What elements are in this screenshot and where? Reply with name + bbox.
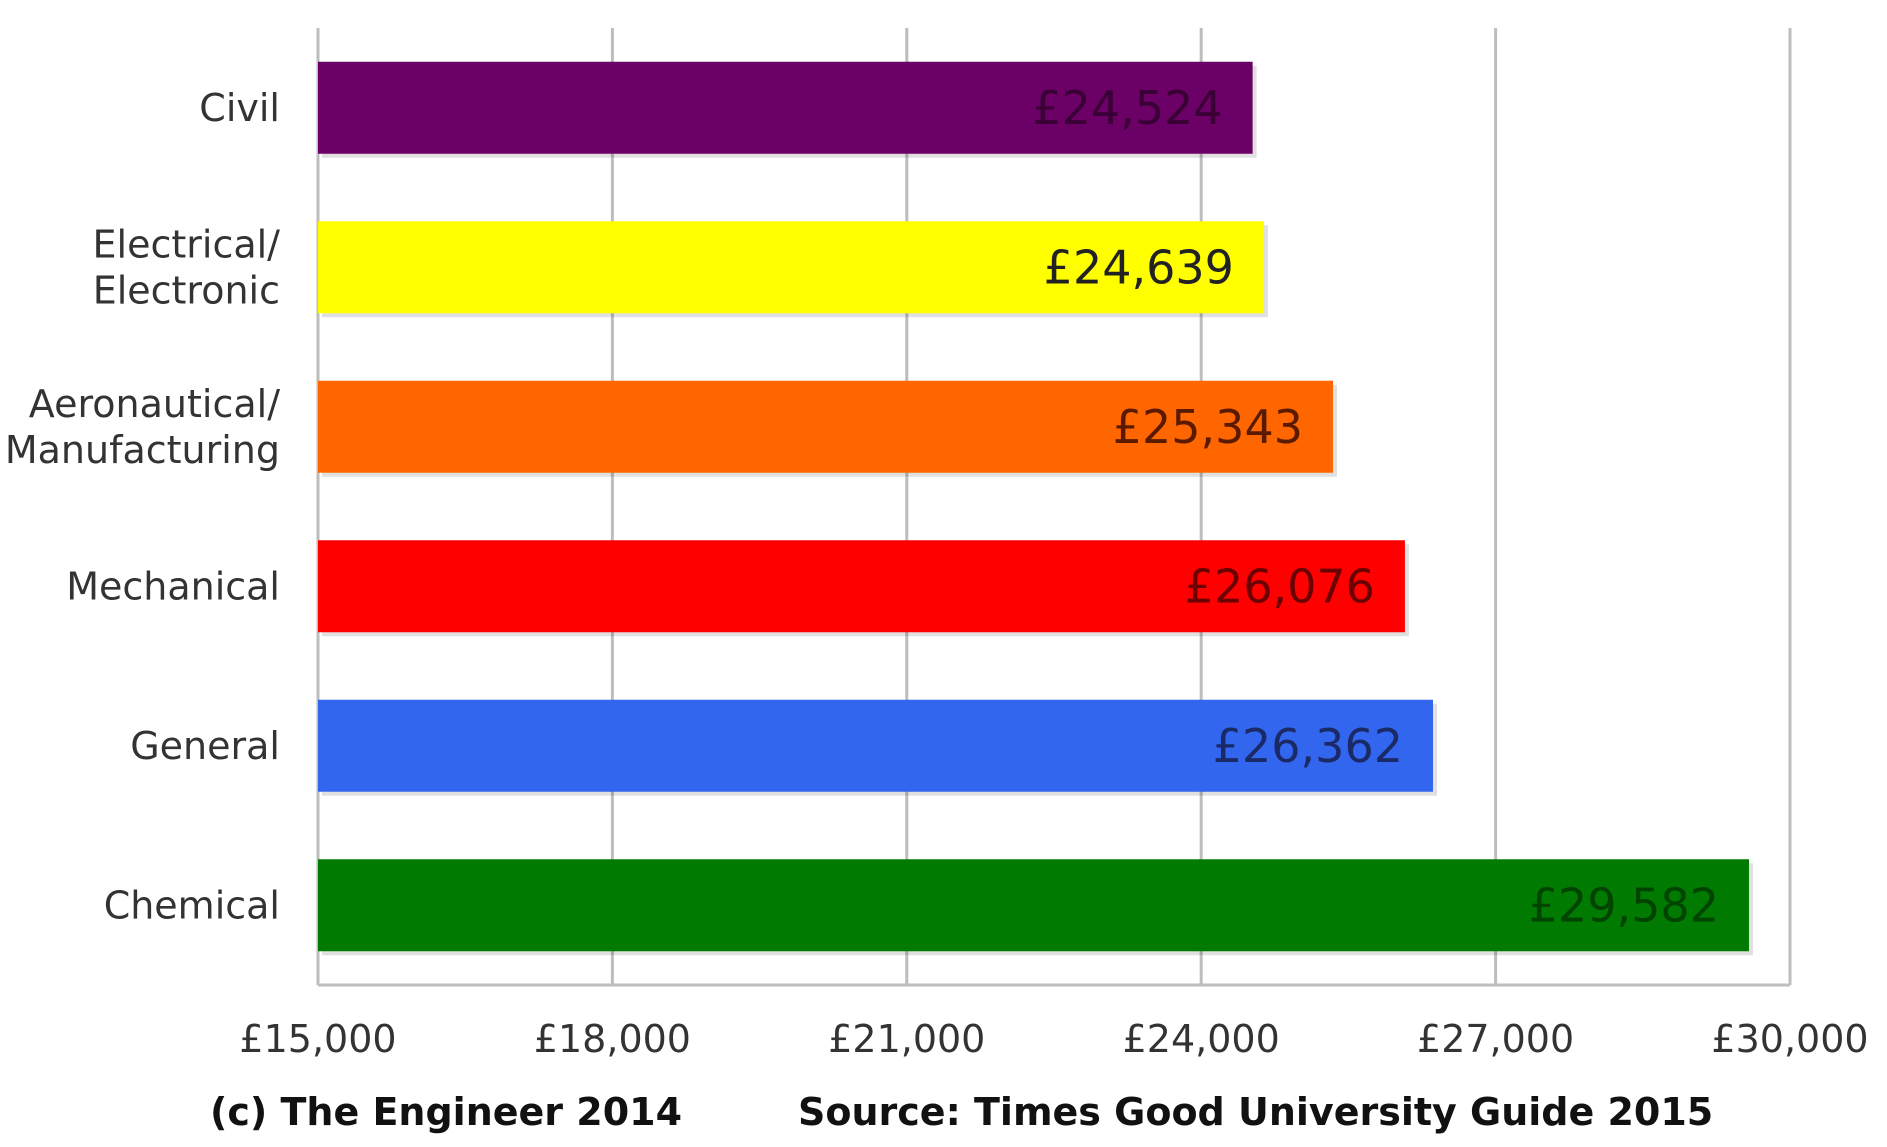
bar	[318, 540, 1405, 633]
category-label: General	[130, 724, 280, 768]
copyright-text: (c) The Engineer 2014	[210, 1090, 683, 1134]
bars: £24,524 £24,639 £25,343 £26,076 £26,362 £29,5…	[318, 61, 1753, 956]
data-label: £24,639	[1044, 240, 1234, 294]
category-label: Chemical	[104, 883, 280, 927]
category-label: Mechanical	[66, 564, 280, 608]
source-text: Source: Times Good University Guide 2015	[798, 1090, 1714, 1134]
bar	[318, 380, 1333, 473]
data-label: £24,524	[1032, 81, 1222, 135]
bar	[318, 699, 1433, 792]
x-tick-label: £18,000	[534, 1017, 691, 1061]
bar	[318, 221, 1264, 314]
category-label: Electrical/Electronic	[93, 222, 281, 312]
grid-lines	[316, 28, 1792, 987]
category-labels: Civil Electrical/Electronic Aeronautical/M…	[5, 86, 280, 928]
data-label: £26,076	[1185, 559, 1375, 613]
category-label: Aeronautical/Manufacturing	[5, 382, 280, 472]
data-label: £26,362	[1213, 719, 1403, 773]
data-label: £29,582	[1529, 878, 1719, 932]
bar	[318, 859, 1749, 952]
category-label: Civil	[199, 86, 280, 130]
bar	[318, 61, 1253, 154]
x-tick-label: £21,000	[828, 1017, 985, 1061]
data-label: £25,343	[1113, 400, 1303, 454]
x-tick-label: £30,000	[1711, 1017, 1868, 1061]
x-tick-labels: £15,000 £18,000 £21,000 £24,000 £27,000 £30,0…	[239, 1017, 1868, 1061]
x-tick-label: £24,000	[1123, 1017, 1280, 1061]
x-tick-label: £27,000	[1417, 1017, 1574, 1061]
x-tick-label: £15,000	[239, 1017, 396, 1061]
